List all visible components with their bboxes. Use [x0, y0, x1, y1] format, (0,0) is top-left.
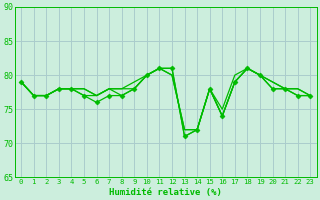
X-axis label: Humidité relative (%): Humidité relative (%) [109, 188, 222, 197]
